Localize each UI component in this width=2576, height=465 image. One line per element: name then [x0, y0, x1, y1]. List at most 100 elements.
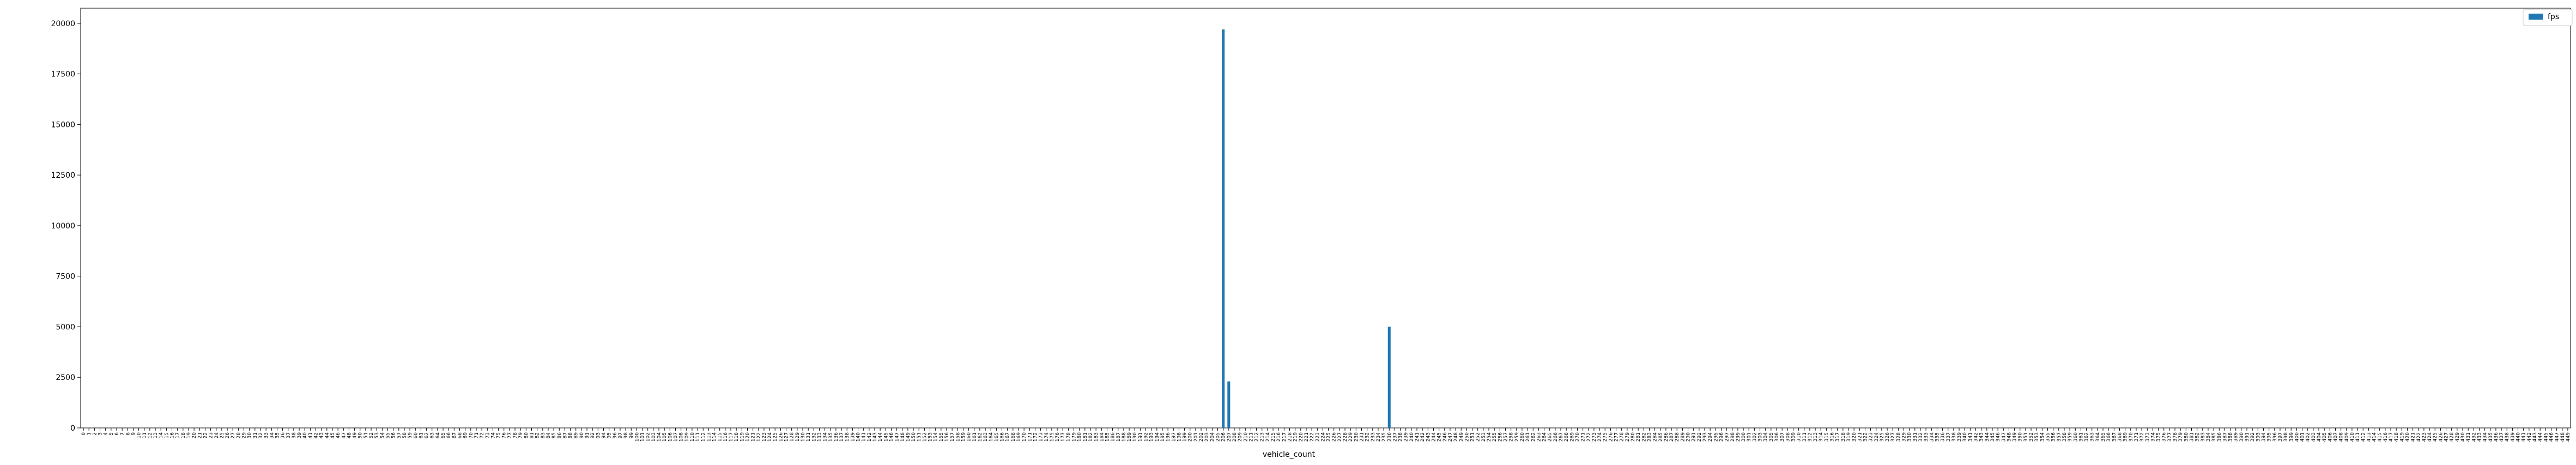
- x-tick-label: 203: [1204, 432, 1210, 442]
- x-tick-label: 117: [729, 432, 734, 442]
- x-tick-label: 365: [2101, 432, 2106, 442]
- x-tick-label: 395: [2267, 432, 2272, 442]
- x-tick-label: 247: [1448, 432, 1453, 442]
- x-tick-label: 304: [1763, 432, 1769, 442]
- x-tick-label: 259: [1514, 432, 1520, 442]
- x-tick-label: 108: [679, 432, 684, 442]
- x-tick-label: 357: [2057, 432, 2062, 442]
- x-tick-label: 286: [1664, 432, 1669, 442]
- x-tick-label: 294: [1708, 432, 1713, 442]
- x-tick-label: 434: [2483, 432, 2488, 442]
- x-tick-label: 252: [1476, 432, 1481, 442]
- x-tick-label: 235: [1381, 432, 1387, 442]
- x-tick-label: 270: [1575, 432, 1580, 442]
- x-tick-label: 371: [2134, 432, 2139, 442]
- x-tick-label: 307: [1780, 432, 1785, 442]
- x-tick-label: 255: [1492, 432, 1498, 442]
- x-tick-label: 40: [302, 432, 308, 439]
- x-tick-label: 174: [1044, 432, 1050, 442]
- x-tick-label: 54: [380, 432, 385, 439]
- x-tick-label: 166: [1000, 432, 1005, 442]
- x-tick-label: 65: [441, 432, 446, 438]
- x-tick-label: 389: [2234, 432, 2239, 442]
- x-tick-label: 208: [1232, 432, 1238, 442]
- x-tick-label: 81: [529, 432, 535, 438]
- x-tick-label: 234: [1376, 432, 1381, 442]
- x-tick-label: 60: [413, 432, 419, 439]
- x-tick-label: 288: [1675, 432, 1680, 442]
- x-tick-label: 441: [2522, 432, 2527, 442]
- x-tick-label: 83: [541, 432, 546, 438]
- x-tick-label: 391: [2245, 432, 2250, 442]
- x-tick-label: 392: [2250, 432, 2256, 442]
- x-tick-label: 375: [2156, 432, 2162, 442]
- x-tick-label: 169: [1016, 432, 1022, 442]
- x-tick-label: 77: [507, 432, 513, 438]
- x-tick-label: 30: [247, 432, 253, 439]
- x-tick-label: 33: [264, 432, 269, 438]
- x-tick-label: 120: [745, 432, 750, 442]
- x-tick-label: 409: [2344, 432, 2350, 442]
- x-tick-label: 218: [1288, 432, 1293, 442]
- x-tick-label: 385: [2211, 432, 2217, 442]
- x-tick-label: 226: [1332, 432, 1337, 442]
- x-tick-label: 76: [502, 432, 507, 439]
- x-tick-label: 265: [1548, 432, 1553, 442]
- x-tick-label: 415: [2378, 432, 2383, 442]
- x-tick-label: 295: [1713, 432, 1719, 442]
- x-tick-label: 184: [1099, 432, 1105, 442]
- x-tick-label: 425: [2433, 432, 2438, 442]
- x-tick-label: 332: [1918, 432, 1924, 442]
- x-tick-label: 398: [2283, 432, 2289, 442]
- x-tick-label: 23: [209, 432, 214, 438]
- x-tick-label: 20: [192, 432, 197, 439]
- x-tick-label: 364: [2095, 432, 2101, 442]
- x-tick-label: 122: [756, 432, 762, 442]
- x-tick-label: 248: [1453, 432, 1459, 442]
- bar: [1227, 381, 1231, 428]
- x-tick-label: 220: [1299, 432, 1304, 442]
- x-tick-label: 360: [2073, 432, 2078, 442]
- x-tick-label: 124: [767, 432, 773, 442]
- x-tick-label: 51: [363, 432, 369, 438]
- x-tick-label: 449: [2566, 432, 2571, 442]
- x-tick-label: 290: [1686, 432, 1692, 442]
- x-tick-label: 390: [2239, 432, 2245, 442]
- x-tick-label: 320: [1852, 432, 1857, 442]
- x-tick-label: 159: [961, 432, 966, 442]
- x-tick-label: 362: [2084, 432, 2090, 442]
- x-tick-label: 225: [1326, 432, 1332, 442]
- x-tick-label: 170: [1022, 432, 1027, 442]
- x-tick-label: 406: [2328, 432, 2333, 442]
- x-tick-label: 141: [862, 432, 867, 442]
- x-tick-label: 272: [1586, 432, 1592, 442]
- x-tick-label: 242: [1420, 432, 1426, 442]
- x-tick-label: 414: [2372, 432, 2378, 442]
- x-tick-label: 327: [1890, 432, 1896, 442]
- x-tick-label: 408: [2339, 432, 2344, 442]
- x-tick-label: 437: [2499, 432, 2505, 442]
- x-tick-label: 161: [972, 432, 978, 442]
- x-tick-label: 0: [81, 432, 87, 436]
- x-tick-label: 88: [568, 432, 574, 439]
- x-tick-label: 173: [1039, 432, 1044, 442]
- x-tick-label: 230: [1354, 432, 1359, 442]
- x-tick-label: 278: [1620, 432, 1625, 442]
- x-tick-label: 69: [463, 432, 469, 439]
- x-tick-label: 192: [1144, 432, 1149, 442]
- x-axis: 0 1 2 3 4 5 6 7 8 9 10 11 12 13 14 15 16 17 18 19 20 21 22 23 24…: [81, 428, 2571, 442]
- x-tick-label: 114: [712, 432, 718, 442]
- x-tick-label: 241: [1415, 432, 1420, 442]
- x-tick-label: 163: [983, 432, 989, 442]
- x-tick-label: 162: [978, 432, 983, 442]
- x-tick-label: 12: [148, 432, 153, 438]
- x-tick-label: 147: [895, 432, 900, 442]
- x-tick-label: 342: [1974, 432, 1979, 442]
- x-tick-label: 325: [1880, 432, 1885, 442]
- x-tick-label: 80: [524, 432, 529, 439]
- legend-box: [2523, 9, 2573, 26]
- x-tick-label: 420: [2405, 432, 2410, 442]
- x-tick-label: 136: [834, 432, 839, 442]
- x-tick-label: 11: [142, 432, 148, 438]
- x-tick-label: 399: [2289, 432, 2294, 442]
